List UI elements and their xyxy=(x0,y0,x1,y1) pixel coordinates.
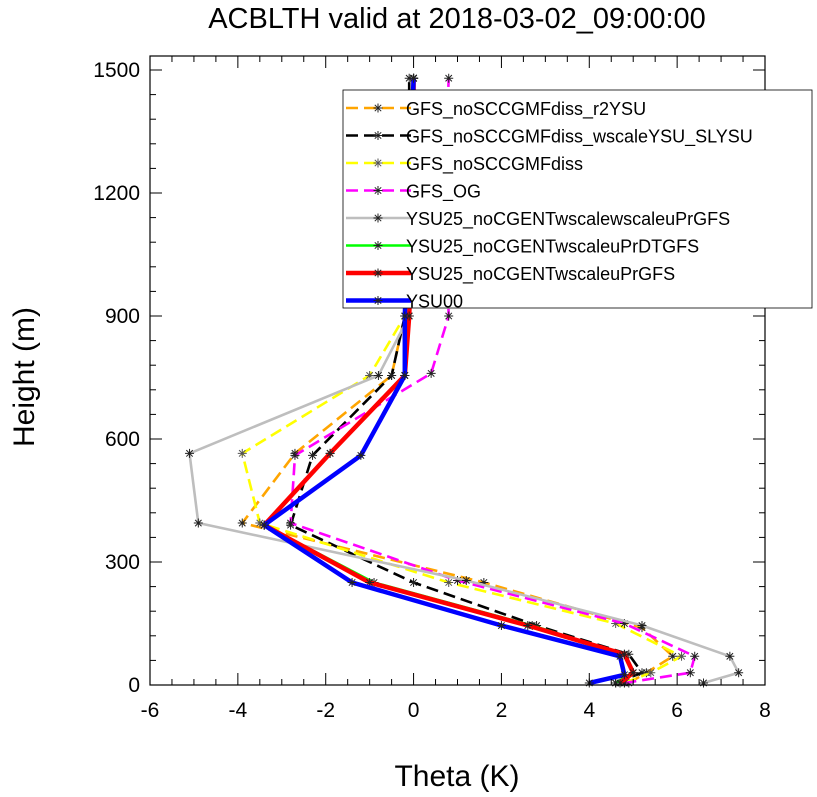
x-tick-label: 4 xyxy=(583,699,595,722)
legend-label: YSU25_noCGENTwscalewscaleuPrGFS xyxy=(406,209,730,230)
data-point xyxy=(426,368,436,378)
legend-entry: GFS_noSCCGMFdiss xyxy=(346,154,583,175)
data-point xyxy=(400,370,410,380)
x-tick-label: -6 xyxy=(141,699,160,722)
data-point xyxy=(444,73,454,83)
x-tick-label: -4 xyxy=(229,699,248,722)
legend-entry: YSU25_noCGENTwscaleuPrGFS xyxy=(346,264,675,285)
legend-marker xyxy=(373,241,383,250)
data-point xyxy=(286,518,296,528)
data-point xyxy=(637,668,647,678)
data-point xyxy=(365,370,375,380)
legend-label: YSU25_noCGENTwscaleuPrGFS xyxy=(406,264,675,285)
legend-marker xyxy=(373,103,383,113)
data-point xyxy=(255,518,265,528)
legend-entry: YSU25_noCGENTwscalewscaleuPrGFS xyxy=(346,209,730,230)
data-point xyxy=(356,450,366,460)
legend-label: GFS_noSCCGMFdiss xyxy=(406,154,583,175)
legend-label: GFS_noSCCGMFdiss_r2YSU xyxy=(406,99,646,120)
legend: GFS_noSCCGMFdiss_r2YSU GFS_noSCCGMFdiss_w… xyxy=(342,89,813,312)
data-point xyxy=(628,668,638,678)
legend-label: GFS_noSCCGMFdiss_wscaleYSU_SLYSU xyxy=(406,127,753,148)
legend-marker xyxy=(373,158,383,168)
data-point xyxy=(685,668,695,678)
data-point xyxy=(619,619,629,628)
data-point xyxy=(615,678,625,688)
legend-label: YSU25_noCGENTwscaleuPrDTGFS xyxy=(406,237,699,258)
legend-entry: YSU25_noCGENTwscaleuPrDTGFS xyxy=(346,237,699,258)
data-point xyxy=(611,619,621,628)
data-point xyxy=(677,651,687,661)
data-point xyxy=(615,651,625,661)
data-point xyxy=(619,670,629,680)
data-point xyxy=(400,311,410,321)
x-tick-label: 6 xyxy=(671,699,683,722)
data-point xyxy=(193,518,203,528)
data-point xyxy=(699,678,708,688)
x-axis-label: Theta (K) xyxy=(394,760,519,793)
y-tick-label: 900 xyxy=(105,305,140,328)
legend-marker xyxy=(373,268,383,278)
y-tick-label: 1200 xyxy=(93,182,140,205)
y-axis-label: Height (m) xyxy=(8,307,41,447)
data-point xyxy=(237,518,247,528)
data-point xyxy=(734,668,744,678)
data-point xyxy=(690,651,700,661)
data-point xyxy=(523,621,533,631)
legend-marker xyxy=(373,131,383,140)
data-point xyxy=(646,668,656,678)
data-point xyxy=(725,651,735,661)
x-tick-label: -2 xyxy=(316,699,335,722)
axes: -6 -4 -2 0 2 4 6 8 0 300 600 900 1200 1500 xyxy=(93,55,771,722)
data-point xyxy=(619,649,629,659)
y-tick-label: 600 xyxy=(105,428,140,451)
legend-entry: GFS_noSCCGMFdiss_r2YSU xyxy=(346,99,646,120)
data-point xyxy=(347,578,357,587)
legend-entry: GFS_noSCCGMFdiss_wscaleYSU_SLYSU xyxy=(346,127,753,148)
legend-entry: YSU00 xyxy=(346,292,463,312)
data-point xyxy=(387,370,397,380)
legend-marker xyxy=(373,213,383,223)
data-point xyxy=(453,575,462,585)
data-point xyxy=(237,448,247,458)
data-point xyxy=(444,311,454,321)
data-point xyxy=(325,448,335,458)
data-point xyxy=(308,450,318,460)
legend-label: YSU00 xyxy=(406,292,463,312)
data-point xyxy=(668,651,678,661)
legend-entry: GFS_OG xyxy=(346,182,481,203)
data-point xyxy=(373,370,383,380)
data-point xyxy=(479,578,489,587)
data-point xyxy=(496,621,506,631)
data-point xyxy=(259,520,269,530)
x-tick-label: 2 xyxy=(496,699,508,722)
y-tick-label: 0 xyxy=(128,674,140,697)
data-point xyxy=(637,621,647,631)
x-tick-label: 0 xyxy=(408,699,420,722)
legend-marker xyxy=(373,186,383,195)
series-line xyxy=(289,78,644,685)
legend-marker xyxy=(373,296,383,305)
y-tick-label: 300 xyxy=(105,551,140,574)
legend-label: GFS_OG xyxy=(406,182,481,203)
data-point xyxy=(365,578,375,587)
legend-box xyxy=(342,89,813,309)
data-point xyxy=(409,578,419,587)
data-point xyxy=(461,575,471,585)
data-point xyxy=(290,450,300,460)
chart-title: ACBLTH valid at 2018-03-02_09:00:00 xyxy=(208,3,706,35)
x-tick-label: 8 xyxy=(759,699,771,722)
data-point xyxy=(444,578,454,587)
data-point xyxy=(185,448,195,458)
y-tick-label: 1500 xyxy=(93,59,140,82)
data-point xyxy=(409,73,419,83)
